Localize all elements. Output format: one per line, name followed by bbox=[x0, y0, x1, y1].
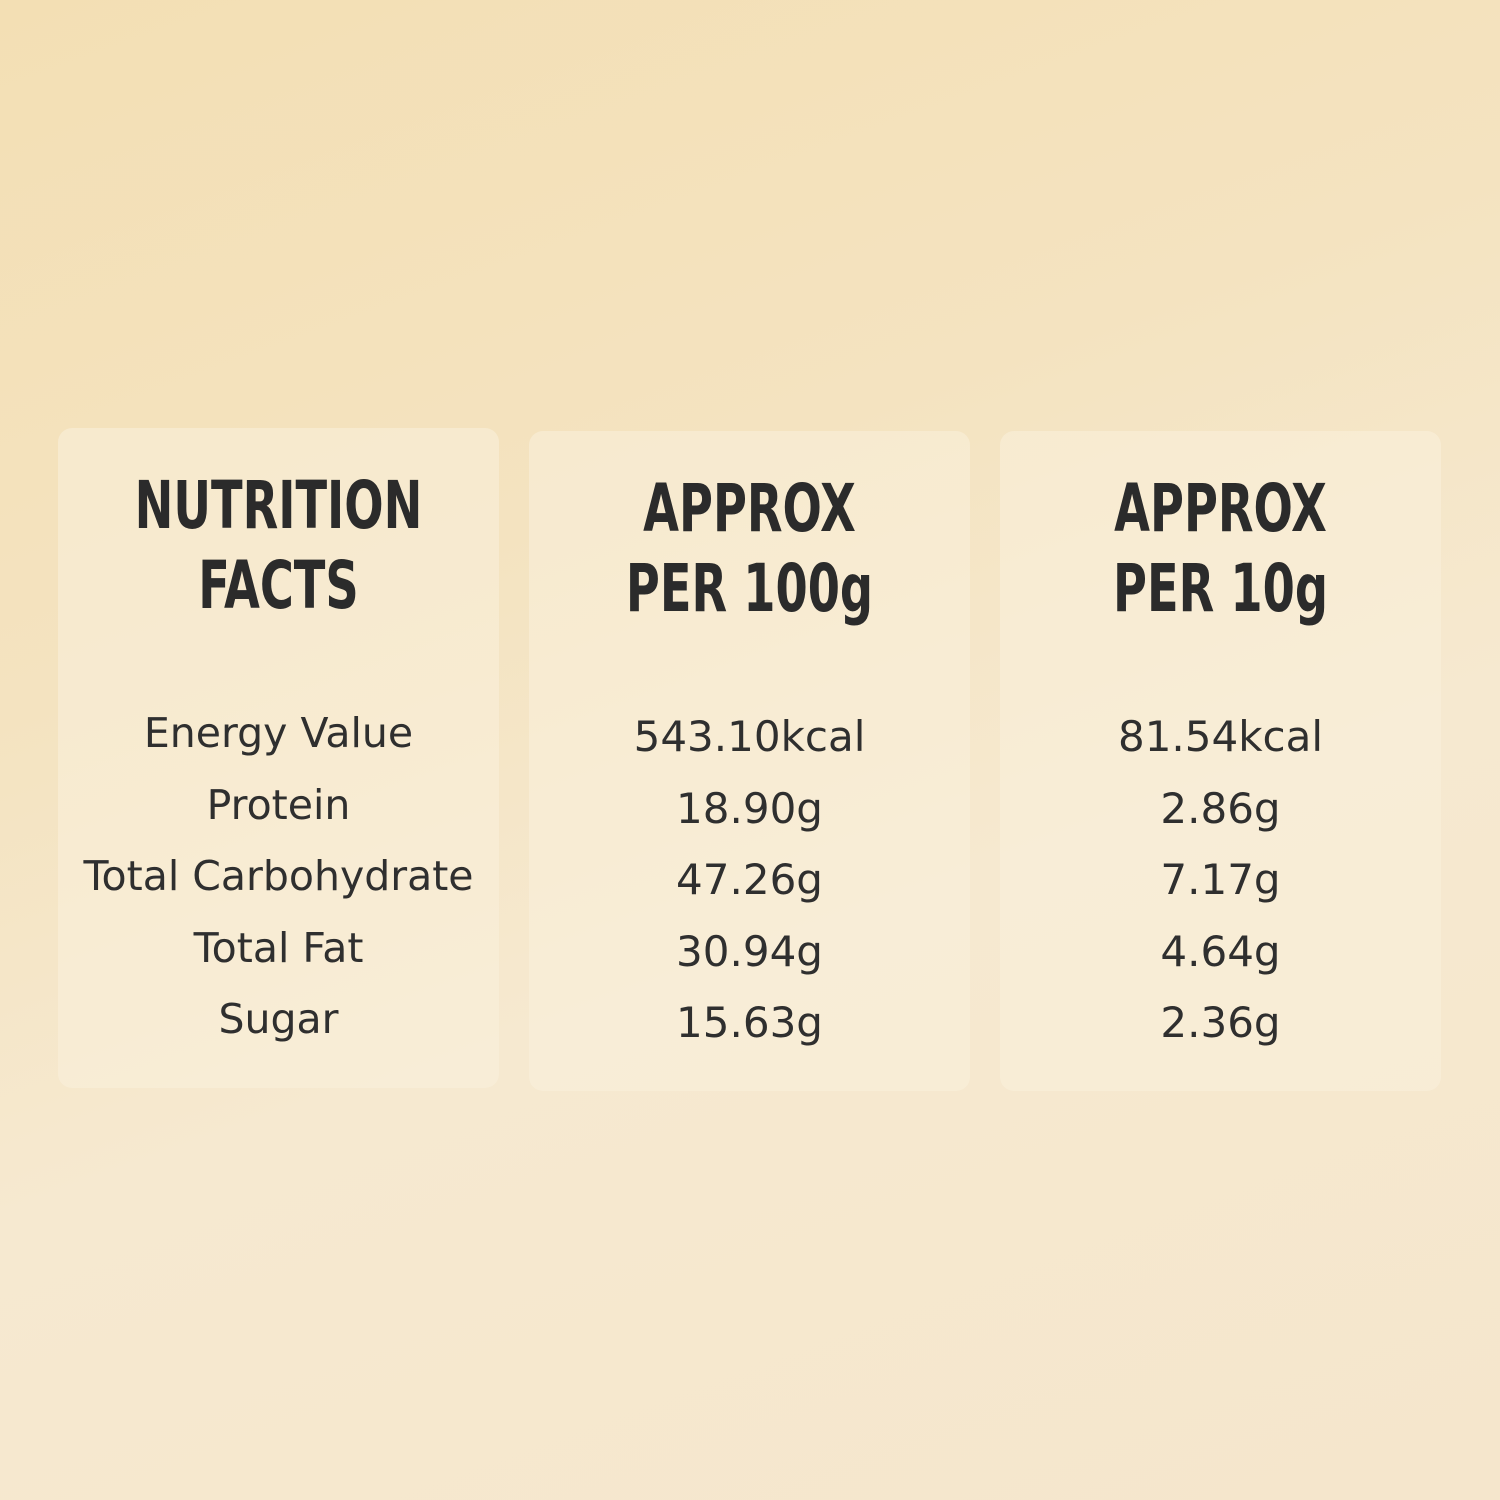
nutrient-energy-label: Energy Value bbox=[143, 709, 414, 757]
sugar-value-10g: 2.36g bbox=[1160, 998, 1281, 1047]
protein-value-100g: 18.90g bbox=[676, 783, 823, 833]
nutrient-fat-label: Total Fat bbox=[193, 923, 364, 972]
heading-line-2: PER 100g bbox=[625, 550, 874, 627]
heading-line-1: NUTRITION bbox=[134, 467, 423, 544]
value-list: 81.54kcal 2.86g 7.17g 4.64g 2.36g bbox=[1000, 701, 1441, 1059]
fat-value-100g: 30.94g bbox=[676, 926, 823, 976]
heading-line-1: APPROX bbox=[1114, 470, 1327, 547]
energy-value-100g: 543.10kcal bbox=[633, 712, 866, 761]
column-heading: NUTRITION FACTS bbox=[58, 466, 499, 626]
heading-line-2: FACTS bbox=[198, 547, 359, 624]
value-list: 543.10kcal 18.90g 47.26g 30.94g 15.63g bbox=[529, 701, 970, 1059]
fat-value-10g: 4.64g bbox=[1160, 926, 1281, 976]
nutrient-carbohydrate-label: Total Carbohydrate bbox=[83, 852, 474, 900]
nutrition-table: NUTRITION FACTS Energy Value Protein Tot… bbox=[58, 428, 1441, 1091]
per-100g-column: APPROX PER 100g 543.10kcal 18.90g 47.26g… bbox=[529, 431, 970, 1091]
nutrient-sugar-label: Sugar bbox=[218, 995, 339, 1043]
column-heading: APPROX PER 10g bbox=[1000, 469, 1441, 629]
nutrient-list: Energy Value Protein Total Carbohydrate … bbox=[58, 698, 499, 1056]
nutrient-protein-label: Protein bbox=[206, 780, 351, 829]
sugar-value-100g: 15.63g bbox=[676, 998, 823, 1047]
carbohydrate-value-100g: 47.26g bbox=[676, 855, 823, 904]
heading-line-2: PER 10g bbox=[1113, 550, 1328, 627]
energy-value-10g: 81.54kcal bbox=[1117, 712, 1324, 761]
column-heading: APPROX PER 100g bbox=[529, 469, 970, 629]
carbohydrate-value-10g: 7.17g bbox=[1160, 855, 1281, 904]
nutrient-label-column: NUTRITION FACTS Energy Value Protein Tot… bbox=[58, 428, 499, 1088]
per-10g-column: APPROX PER 10g 81.54kcal 2.86g 7.17g 4.6… bbox=[1000, 431, 1441, 1091]
protein-value-10g: 2.86g bbox=[1160, 783, 1281, 833]
heading-line-1: APPROX bbox=[643, 470, 856, 547]
